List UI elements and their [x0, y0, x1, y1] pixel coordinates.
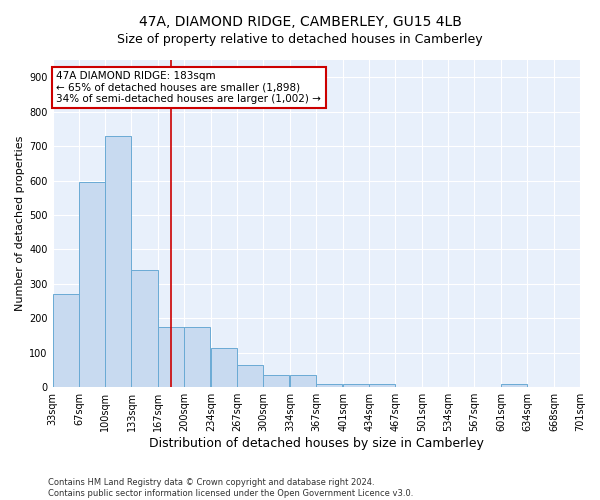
Bar — [343, 384, 369, 387]
Bar — [369, 384, 395, 387]
Bar — [131, 270, 158, 387]
Bar — [158, 327, 184, 387]
Bar — [316, 384, 343, 387]
Bar — [106, 136, 131, 387]
Bar — [238, 365, 263, 387]
Text: 47A, DIAMOND RIDGE, CAMBERLEY, GU15 4LB: 47A, DIAMOND RIDGE, CAMBERLEY, GU15 4LB — [139, 15, 461, 29]
Bar — [263, 375, 289, 387]
Text: Contains HM Land Registry data © Crown copyright and database right 2024.
Contai: Contains HM Land Registry data © Crown c… — [48, 478, 413, 498]
X-axis label: Distribution of detached houses by size in Camberley: Distribution of detached houses by size … — [149, 437, 484, 450]
Bar — [211, 348, 238, 387]
Bar — [290, 375, 316, 387]
Bar — [79, 182, 106, 387]
Text: Size of property relative to detached houses in Camberley: Size of property relative to detached ho… — [117, 32, 483, 46]
Bar — [184, 327, 211, 387]
Bar — [501, 384, 527, 387]
Bar — [53, 294, 79, 387]
Text: 47A DIAMOND RIDGE: 183sqm
← 65% of detached houses are smaller (1,898)
34% of se: 47A DIAMOND RIDGE: 183sqm ← 65% of detac… — [56, 71, 322, 104]
Y-axis label: Number of detached properties: Number of detached properties — [15, 136, 25, 312]
